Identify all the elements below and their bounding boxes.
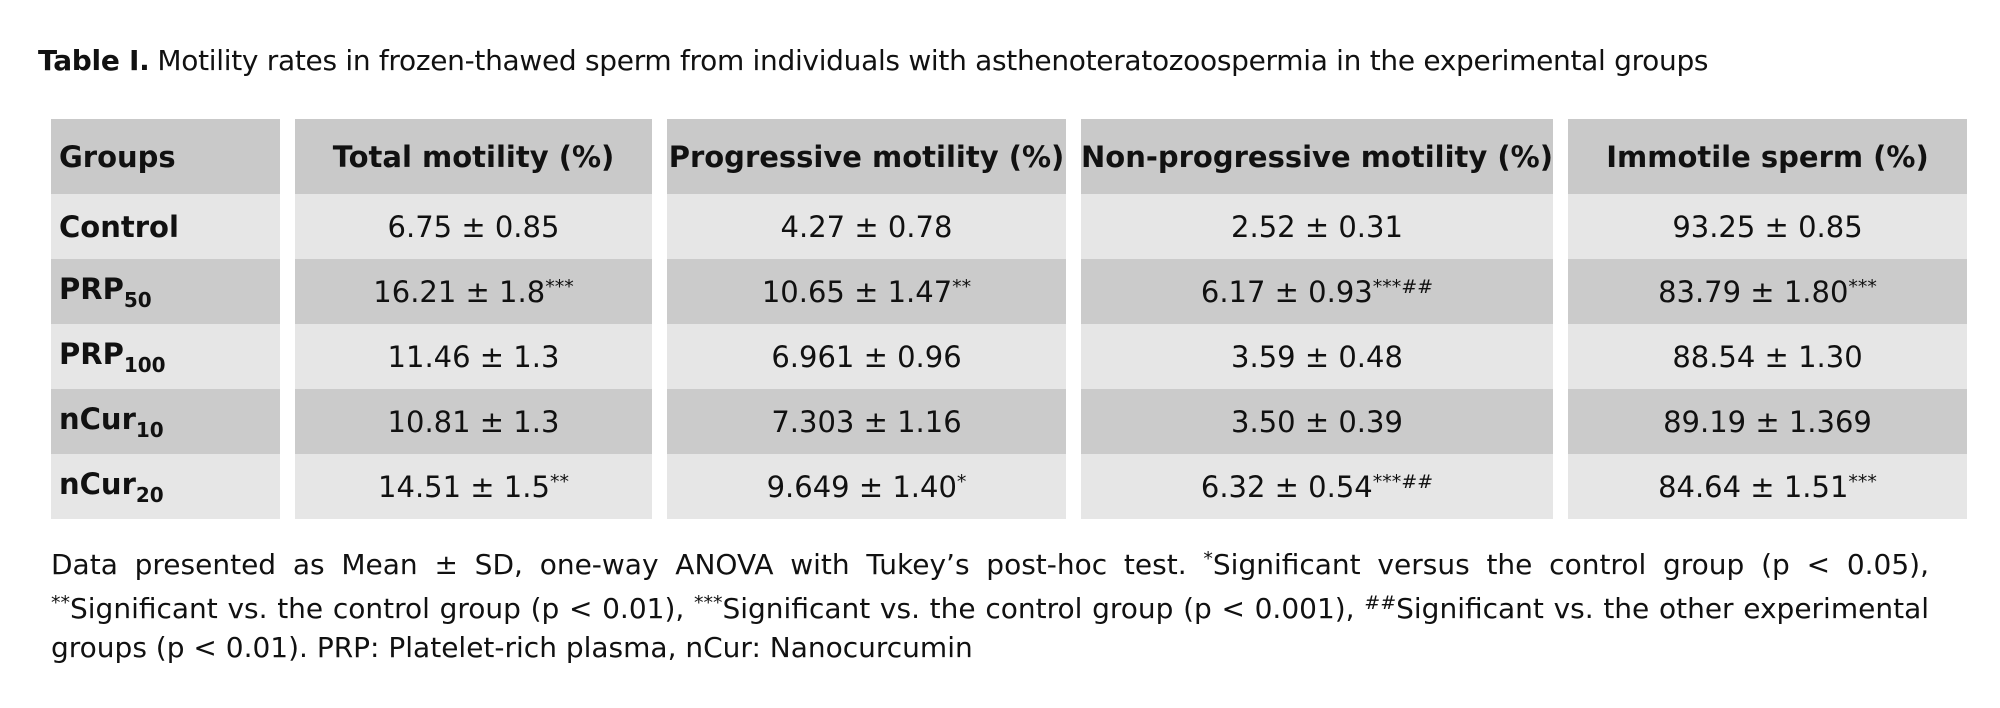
group-significance: ## — [1401, 276, 1433, 298]
value-cell: 3.59 ± 0.48 — [1081, 324, 1553, 389]
table-row: nCur20 14.51 ± 1.5** 9.649 ± 1.40* 6.32 ± 0… — [51, 454, 1967, 519]
footnote: Data presented as Mean ± SD, one-way ANO… — [51, 540, 1929, 667]
caption-text: Motility rates in frozen-thawed sperm fr… — [157, 44, 1709, 77]
value-cell: 10.81 ± 1.3 — [295, 389, 652, 454]
value-cell: 7.303 ± 1.16 — [667, 389, 1066, 454]
value-cell: 2.52 ± 0.31 — [1081, 194, 1553, 259]
cell-value: 84.64 ± 1.51 — [1658, 469, 1849, 504]
header-cell: Non-progressive motility (%) — [1081, 119, 1553, 194]
footnote-mark: * — [1203, 548, 1213, 570]
cell-value: 89.19 ± 1.369 — [1663, 404, 1872, 439]
table-row: nCur10 10.81 ± 1.3 7.303 ± 1.16 3.50 ± 0.39… — [51, 389, 1967, 454]
cell-value: 4.27 ± 0.78 — [780, 209, 953, 244]
group-cell: nCur20 — [51, 454, 280, 519]
value-cell: 6.75 ± 0.85 — [295, 194, 652, 259]
cell-value: 9.649 ± 1.40 — [766, 469, 957, 504]
value-cell: 83.79 ± 1.80*** — [1567, 259, 1967, 324]
cell-value: 6.32 ± 0.54 — [1200, 469, 1373, 504]
cell-value: 7.303 ± 1.16 — [771, 404, 962, 439]
group-name: PRP — [59, 271, 124, 306]
value-cell: 3.50 ± 0.39 — [1081, 389, 1553, 454]
header-cell: Total motility (%) — [295, 119, 652, 194]
significance-mark: *** — [1848, 275, 1877, 298]
value-cell: 6.17 ± 0.93***## — [1081, 259, 1553, 324]
cell-value: 6.961 ± 0.96 — [771, 339, 962, 374]
table-row: Control 6.75 ± 0.85 4.27 ± 0.78 2.52 ± 0.31… — [51, 194, 1967, 259]
value-cell: 84.64 ± 1.51*** — [1567, 454, 1967, 519]
group-subscript: 10 — [135, 417, 164, 442]
value-cell: 88.54 ± 1.30 — [1567, 324, 1967, 389]
cell-value: 6.75 ± 0.85 — [387, 209, 560, 244]
group-significance-mark: ## — [1401, 275, 1434, 298]
group-significance: ## — [1401, 471, 1433, 493]
group-name: nCur — [59, 401, 136, 436]
group-cell: PRP50 — [51, 259, 280, 324]
footnote-text: Significant vs. the control group (p < 0… — [722, 592, 1365, 625]
value-cell: 14.51 ± 1.5** — [295, 454, 652, 519]
footnote-text: Significant versus the control group (p … — [1212, 548, 1929, 581]
caption: Table I. Motility rates in frozen-thawed … — [38, 44, 1709, 77]
value-cell: 9.649 ± 1.40* — [667, 454, 1066, 519]
caption-label: Table I. — [38, 44, 150, 77]
cell-value: 11.46 ± 1.3 — [387, 339, 560, 374]
value-cell: 11.46 ± 1.3 — [295, 324, 652, 389]
value-cell: 89.19 ± 1.369 — [1567, 389, 1967, 454]
cell-value: 10.65 ± 1.47 — [761, 274, 953, 309]
value-cell: 93.25 ± 0.85 — [1567, 194, 1967, 259]
significance-mark: *** — [1372, 275, 1402, 298]
group-subscript: 20 — [135, 482, 164, 507]
footnote-text: Data presented as Mean ± SD, one-way ANO… — [51, 548, 1204, 581]
value-cell: 6.961 ± 0.96 — [667, 324, 1066, 389]
value-cell: 16.21 ± 1.8*** — [295, 259, 652, 324]
cell-value: 6.17 ± 0.93 — [1200, 274, 1373, 309]
cell-value: 16.21 ± 1.8 — [373, 274, 546, 309]
header-cell: Immotile sperm (%) — [1567, 119, 1967, 194]
significance-mark: ** — [549, 470, 569, 493]
cell-value: 83.79 ± 1.80 — [1658, 274, 1849, 309]
footnote-mark: ** — [51, 592, 70, 614]
group-name: nCur — [59, 466, 136, 501]
cell-value: 88.54 ± 1.30 — [1672, 339, 1863, 374]
group-subscript: 50 — [123, 287, 152, 312]
footnote-text: Significant vs. the other experimental g… — [51, 592, 1930, 664]
value-cell: 4.27 ± 0.78 — [667, 194, 1066, 259]
significance-mark: ** — [952, 275, 972, 298]
cell-value: 2.52 ± 0.31 — [1231, 209, 1403, 244]
group-significance-mark: ## — [1401, 470, 1434, 493]
value-cell: 6.32 ± 0.54***## — [1081, 454, 1553, 519]
cell-value: 10.81 ± 1.3 — [387, 404, 560, 439]
value-cell: 10.65 ± 1.47** — [667, 259, 1066, 324]
significance-mark: *** — [1848, 470, 1877, 493]
cell-value: 3.50 ± 0.39 — [1231, 404, 1403, 439]
table: Groups Total motility (%) Progressive moti… — [36, 119, 1982, 519]
header-row: Groups Total motility (%) Progressive moti… — [51, 119, 1967, 194]
cell-value: 93.25 ± 0.85 — [1672, 209, 1863, 244]
table-row: PRP100 11.46 ± 1.3 6.961 ± 0.96 3.59 ± 0.48… — [51, 324, 1967, 389]
group-cell: Control — [51, 194, 280, 259]
significance-mark: * — [956, 470, 967, 493]
footnote-text: Significant vs. the control group (p < 0… — [70, 592, 694, 625]
cell-value: 14.51 ± 1.5 — [378, 469, 550, 504]
footnote-mark: ## — [1364, 592, 1397, 614]
header-cell: Progressive motility (%) — [667, 119, 1066, 194]
group-subscript: 100 — [123, 352, 166, 377]
group-cell: PRP100 — [51, 324, 280, 389]
cell-value: 3.59 ± 0.48 — [1231, 339, 1403, 374]
group-cell: nCur10 — [51, 389, 280, 454]
table-body: Control 6.75 ± 0.85 4.27 ± 0.78 2.52 ± 0.31… — [51, 194, 1967, 519]
group-name: Control — [59, 209, 179, 244]
header-cell: Groups — [51, 119, 280, 194]
footnote-mark: *** — [693, 592, 723, 614]
group-name: PRP — [59, 336, 124, 371]
table-row: PRP50 16.21 ± 1.8*** 10.65 ± 1.47** 6.17 ± … — [51, 259, 1967, 324]
significance-mark: *** — [1372, 470, 1402, 493]
significance-mark: *** — [545, 275, 574, 298]
